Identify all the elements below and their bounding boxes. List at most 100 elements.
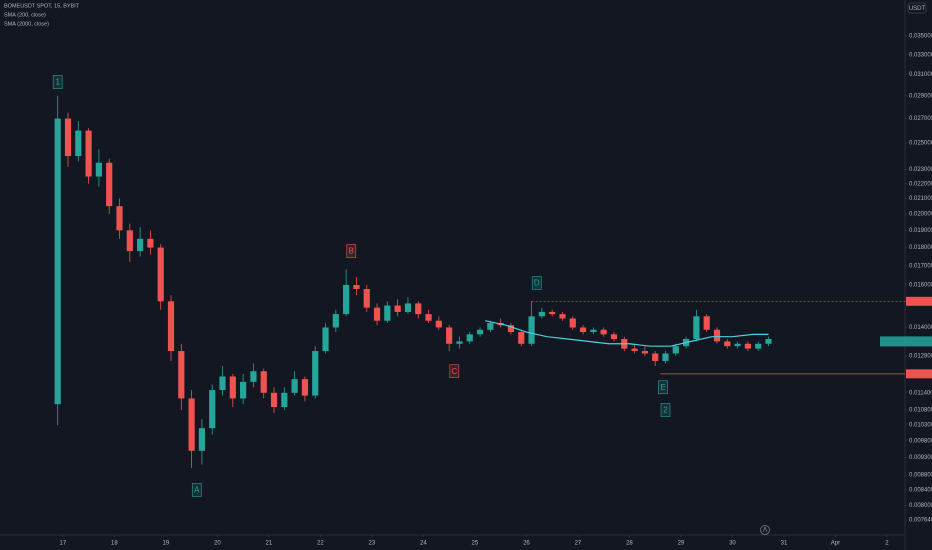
candle-body [322,327,329,352]
x-tick-label: 25 [472,541,479,547]
candle-body [95,162,102,177]
x-tick-label: 27 [575,541,582,547]
candle-body [291,379,298,393]
candle-body [178,351,185,399]
candle-body [188,398,195,451]
candle-body [343,284,350,315]
candle-body [157,247,164,302]
candle-body [394,305,401,312]
x-tick-label: 30 [729,541,736,547]
y-tick-label: 0.031000 [909,72,932,78]
logo-mark [762,525,768,533]
y-tick-label: 0.016000 [909,283,932,289]
x-tick-label: 22 [317,541,324,547]
annotation-label: 2 [663,406,668,415]
candle-body [518,332,525,344]
candle-body [538,311,545,317]
annotation-label: D [534,279,540,288]
candle-body [281,392,288,408]
annotation-label: E [660,383,665,392]
candle-body [270,392,278,408]
candle-body [126,230,133,252]
candle-body [137,238,144,252]
annotation-label: 1 [55,78,60,87]
unit-label[interactable]: USDT [909,6,926,12]
logo-circle [760,525,770,535]
y-tick-label: 0.020000 [909,212,932,218]
y-tick-label: 0.019000 [909,228,932,234]
x-tick-label: 26 [523,541,530,547]
candle-body [54,118,61,405]
annotation-box [531,276,542,290]
candle-body [415,303,422,315]
y-tick-label: 0.025000 [909,141,932,147]
candle-body [312,351,319,396]
x-tick-label: 17 [59,541,66,547]
annotation-box [191,483,202,497]
candle-body [724,341,731,347]
annotation-box [658,380,668,395]
legend-entry: SMA (200, close) [4,12,46,18]
candle-body [579,327,587,333]
candle-body [641,351,648,354]
unit-box[interactable] [907,2,927,14]
candle-body [703,316,710,330]
candle-body [765,339,772,344]
x-tick-label: 23 [369,541,376,547]
logo [760,525,770,535]
y-tick-label: 0.008400 [909,488,932,494]
price-axis-marker [906,296,932,306]
x-tick-label: Apr [831,541,840,547]
candle-body [610,334,618,340]
candle-body [106,162,113,207]
candle-body [446,327,453,344]
y-tick-label: 0.033000 [909,52,932,58]
candle-body [425,314,432,321]
x-tick-label: 31 [781,541,788,547]
candle-body [260,371,267,393]
candle-body [549,311,556,315]
candle-body [744,343,751,349]
candle-body [672,346,679,354]
candle-body [64,118,72,157]
y-tick-label: 0.007640 [909,518,932,524]
current-price-marker [880,336,932,347]
candle-body [198,428,206,451]
y-tick-label: 0.029000 [909,93,932,99]
candle-body [353,284,360,289]
x-tick-label: 20 [214,541,221,547]
candle-body [734,343,741,347]
candle-body [476,329,484,335]
y-tick-label: 0.009300 [909,455,932,461]
candle-body [652,353,659,361]
candle-body [713,329,721,342]
x-tick-label: 18 [111,541,118,547]
sma-line [485,320,769,347]
annotation-box [52,75,63,89]
y-tick-label: 0.011400 [909,390,932,396]
annotation-label: A [194,486,200,495]
x-tick-label: 21 [266,541,273,547]
annotation-label: C [451,367,457,376]
candle-body [631,348,638,352]
candle-body [507,325,515,333]
candle-body [590,329,597,333]
y-tick-label: 0.014000 [909,325,932,331]
y-tick-label: 0.008800 [909,473,932,479]
candle-body [600,329,607,335]
y-tick-label: 0.021000 [909,196,932,202]
candle-body [147,238,154,248]
candle-body [250,371,257,382]
candle-body [693,316,700,340]
legend-entry: SMA (2000, close) [4,21,49,27]
candle-body [384,305,391,321]
candle-body [435,320,442,328]
candle-body [373,307,381,321]
candle-body [229,376,236,399]
candle-body [528,316,535,344]
y-tick-label: 0.017000 [909,263,932,269]
candle-body [559,314,566,319]
y-tick-label: 0.009800 [909,438,932,444]
annotation-box [449,364,460,379]
annotation-box [660,403,671,417]
